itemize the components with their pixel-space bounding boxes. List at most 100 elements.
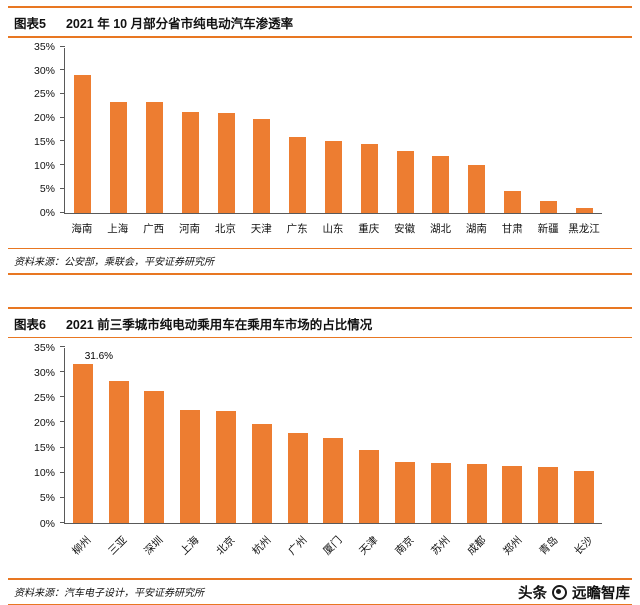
divider	[8, 336, 632, 338]
y-tick-mark	[60, 69, 65, 71]
bar-slot	[351, 143, 387, 213]
x-category-label: 郑州	[500, 534, 525, 558]
y-tick-label: 5%	[39, 183, 55, 196]
divider	[8, 578, 632, 580]
data-label: 31.6%	[84, 351, 114, 363]
bar-slot	[351, 450, 387, 523]
divider	[8, 247, 632, 249]
x-category-label: 青岛	[536, 534, 561, 558]
x-category-label: 湖北	[430, 222, 452, 235]
bar-长沙	[574, 471, 595, 523]
x-category-label: 杭州	[249, 534, 274, 558]
bar-海南	[74, 74, 92, 213]
x-category-label: 天津	[357, 534, 381, 558]
bar-重庆	[360, 143, 378, 213]
bar-slot	[65, 74, 101, 213]
x-category-label: 北京	[214, 222, 236, 235]
divider-top	[8, 306, 632, 309]
bar-杭州	[251, 423, 272, 523]
bar-上海	[180, 410, 201, 523]
bar-广州	[287, 432, 308, 523]
bar-河南	[181, 111, 199, 213]
x-category-label: 厦门	[321, 534, 345, 558]
x-category-label: 海南	[71, 222, 93, 235]
bar-slot	[387, 150, 423, 213]
yuanzhan-zhiku-label: 远瞻智库	[572, 586, 630, 602]
x-category-label: 长沙	[572, 534, 596, 558]
figure-5: 图表5 2021 年 10 月部分省市纯电动汽车渗透率 0% 5% 10% 15% 20…	[8, 6, 632, 275]
source-note: 资料来源：汽车电子设计，平安证券研究所	[14, 587, 204, 599]
x-category-label: 柳州	[70, 534, 94, 558]
x-category-label: 山东	[322, 222, 344, 235]
bar-slot	[530, 200, 566, 213]
x-category-label: 成都	[465, 534, 489, 558]
bar-slot	[280, 136, 316, 213]
bar-slot	[316, 141, 352, 213]
y-tick-label: 25%	[33, 391, 55, 404]
yuanzhan-zhiku-logo-icon	[552, 585, 567, 600]
y-tick-label: 10%	[33, 159, 55, 172]
x-category-label: 南京	[393, 534, 417, 558]
bar-slot	[280, 432, 316, 523]
y-tick-mark	[60, 346, 65, 347]
y-tick-mark	[60, 187, 65, 189]
bar-slot	[244, 423, 280, 523]
bar-苏州	[430, 462, 451, 523]
bar-新疆	[539, 200, 557, 213]
y-tick-mark	[60, 446, 65, 448]
figure-title: 2021 前三季城市纯电动乘用车在乘用车市场的占比情况	[65, 317, 373, 332]
plot-area	[60, 45, 602, 214]
divider	[8, 603, 632, 605]
figure-header: 图表6 2021 前三季城市纯电动乘用车在乘用车市场的占比情况	[8, 309, 632, 337]
divider	[8, 36, 632, 38]
bar-slot	[172, 410, 208, 523]
y-tick-mark	[60, 164, 65, 166]
x-category-label: 上海	[107, 222, 129, 235]
bar-slot	[101, 381, 137, 523]
bar-甘肃	[503, 191, 521, 213]
x-category-label: 湖南	[465, 222, 487, 235]
bar-深圳	[144, 391, 165, 523]
y-tick-label: 0%	[39, 207, 55, 219]
bar-slot	[65, 364, 101, 523]
x-category-label: 广州	[285, 534, 310, 558]
y-tick-label: 10%	[33, 467, 55, 480]
x-category-label: 三亚	[106, 534, 130, 558]
x-category-label: 黑龙江	[568, 222, 600, 235]
y-tick-mark	[60, 92, 65, 94]
plot-area: 31.6%	[60, 346, 602, 524]
y-tick-label: 0%	[39, 517, 55, 530]
y-tick-label: 30%	[33, 64, 55, 77]
y-tick-mark	[60, 211, 65, 213]
y-tick-mark	[60, 140, 65, 142]
bar-chart-ev-penetration-by-province: 0% 5% 10% 15% 20% 25% 30% 35% 海南 上海 广西 河南 北京 天津 广东 山东 重…	[8, 38, 632, 236]
bar-上海	[110, 102, 128, 213]
section-gap	[0, 275, 640, 307]
bar-slot	[316, 437, 352, 523]
bar-slot	[423, 462, 459, 523]
x-category-label: 新疆	[537, 222, 559, 235]
bar-slot	[172, 111, 208, 213]
bar-slot	[423, 155, 459, 213]
y-tick-label: 35%	[33, 341, 55, 354]
bar-slot	[566, 471, 602, 523]
bar-成都	[466, 463, 487, 523]
y-tick-mark	[60, 45, 65, 47]
x-category-label: 广西	[143, 222, 165, 235]
bar-青岛	[538, 466, 559, 523]
x-axis-labels: 柳州 三亚 深圳 上海 北京 杭州 广州 厦门 天津 南京 苏州 成都 郑州 青岛 长沙	[64, 524, 602, 566]
toutiao-label: 头条	[518, 586, 547, 602]
bar-黑龙江	[575, 207, 593, 213]
x-category-label: 河南	[179, 222, 200, 235]
x-category-label: 重庆	[358, 222, 380, 235]
x-category-label: 深圳	[142, 534, 166, 558]
y-axis: 0% 5% 10% 15% 20% 25% 30% 35%	[18, 342, 64, 529]
bar-slot	[530, 466, 566, 523]
x-category-label: 广东	[286, 222, 308, 235]
bar-chart-bev-share-by-city: 0% 5% 10% 15% 20% 25% 30% 35% 31.6% 柳州 三亚 深圳 上海 北京杭…	[8, 338, 632, 566]
y-tick-label: 20%	[33, 416, 55, 429]
bar-北京	[216, 411, 237, 523]
y-tick-mark	[60, 116, 65, 118]
bar-slot	[208, 112, 244, 213]
x-category-label: 天津	[250, 222, 272, 235]
